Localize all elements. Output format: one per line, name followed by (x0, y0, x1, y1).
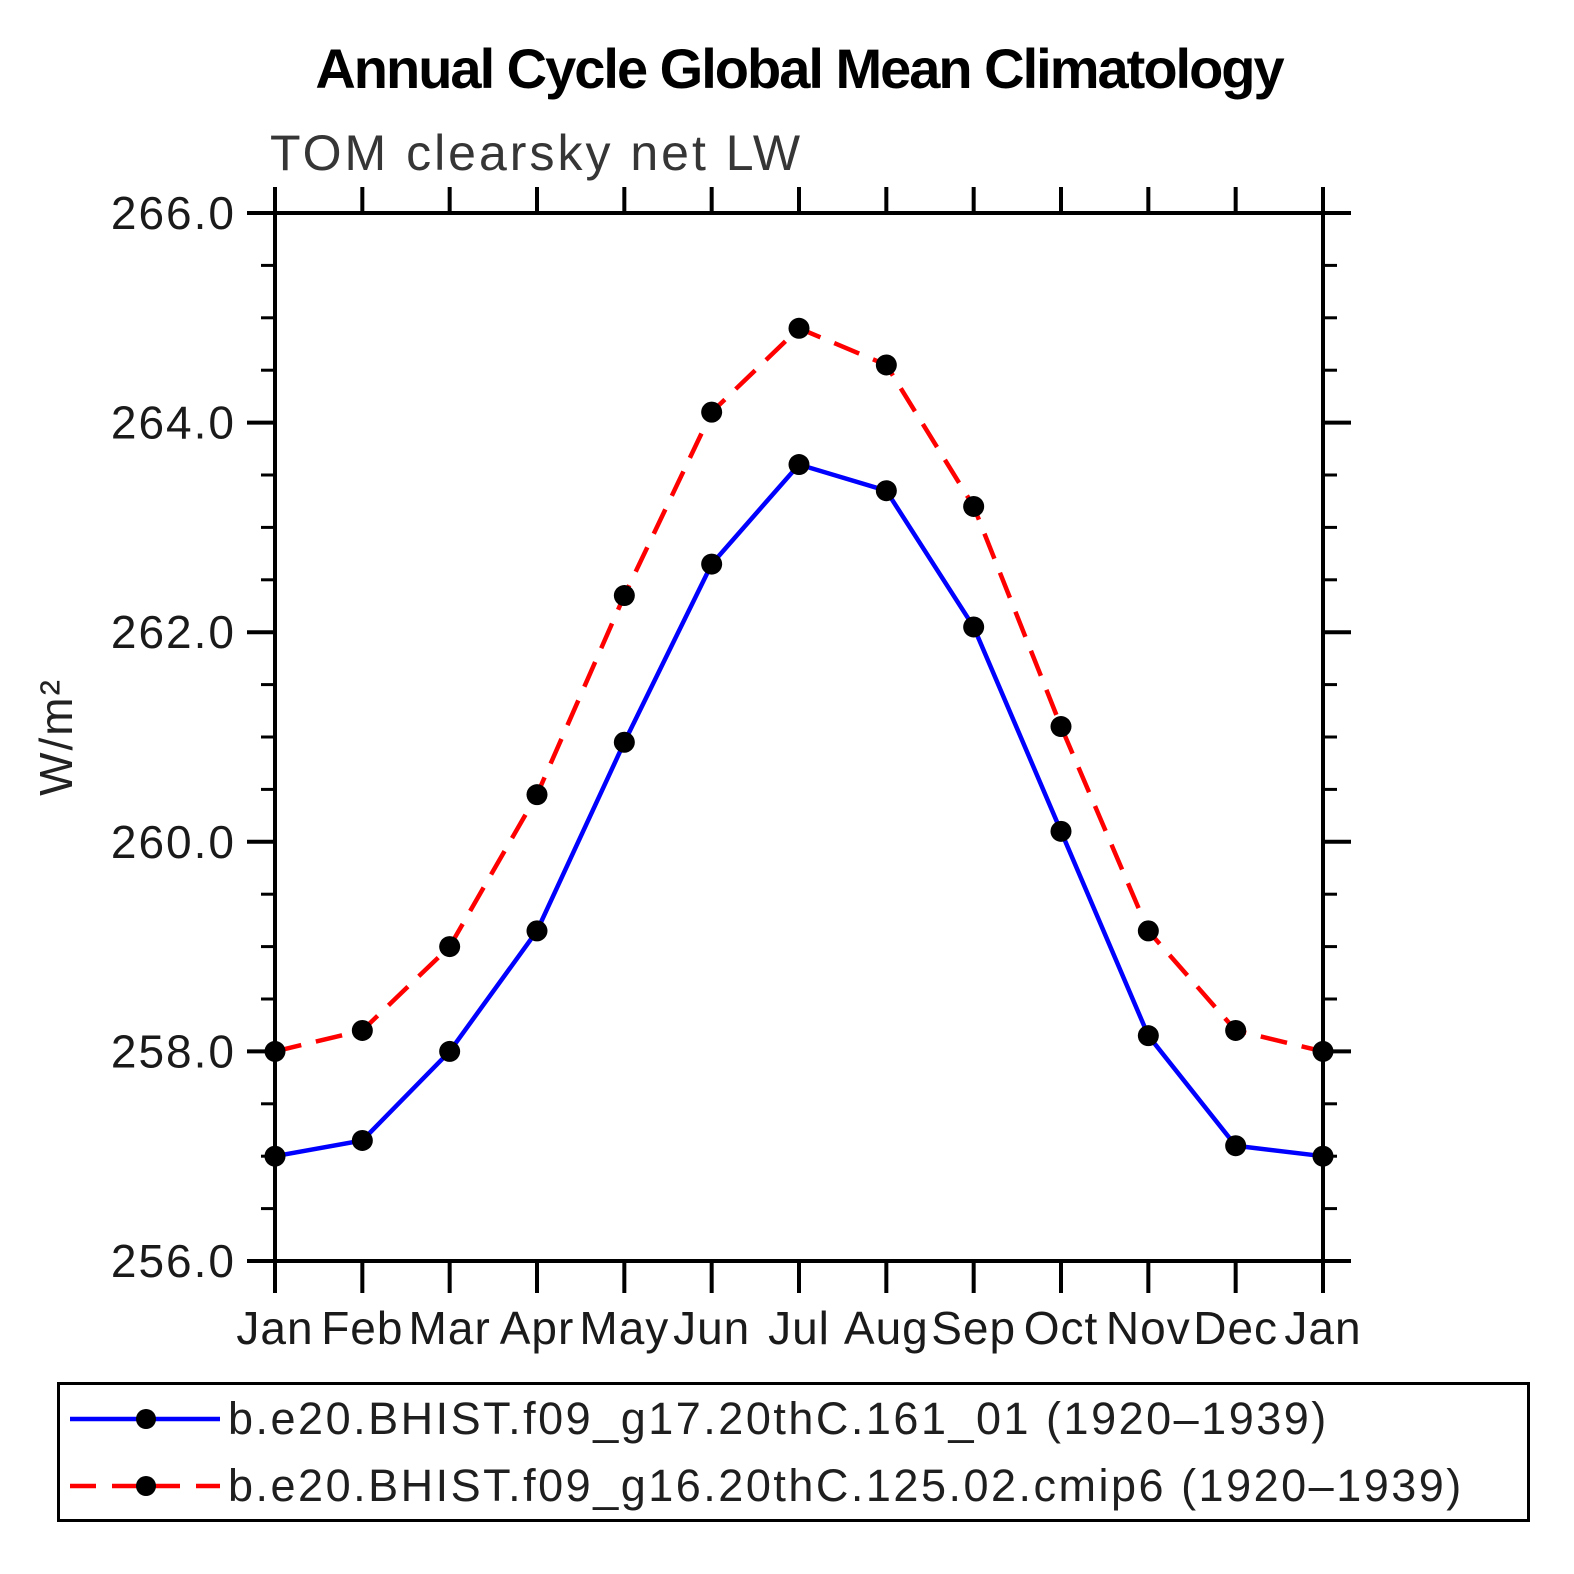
data-point-marker (264, 1040, 286, 1062)
series-path (274, 325, 1324, 1054)
data-point-marker (264, 1145, 286, 1167)
data-point-marker (613, 585, 635, 607)
y-tick-label: 264.0 (111, 397, 236, 449)
data-point-marker (351, 1129, 373, 1151)
data-point-marker (1312, 1040, 1334, 1062)
legend-box: b.e20.BHIST.f09_g17.20thC.161_01 (1920–1… (57, 1382, 1530, 1522)
data-point-marker (875, 354, 897, 376)
x-tick-label: Feb (321, 1302, 403, 1354)
legend-line-sample-dashed (70, 1475, 220, 1496)
data-point-marker (701, 553, 723, 575)
legend-marker-icon (136, 1475, 156, 1496)
legend-item: b.e20.BHIST.f09_g17.20thC.161_01 (1920–1… (60, 1396, 1527, 1441)
x-tick-label: Apr (500, 1302, 575, 1354)
data-point-marker (526, 784, 548, 806)
y-axis-ticks (247, 211, 1351, 1263)
x-tick-label: Mar (409, 1302, 491, 1354)
data-point-marker (963, 495, 985, 517)
data-point-marker (1225, 1135, 1247, 1157)
legend-line-sample-solid (70, 1408, 220, 1429)
y-tick-label: 258.0 (111, 1025, 236, 1077)
x-tick-label: Jan (1284, 1302, 1361, 1354)
x-tick-label: May (579, 1302, 669, 1354)
y-tick-label: 266.0 (111, 187, 236, 239)
data-point-marker (1050, 820, 1072, 842)
data-point-marker (875, 480, 897, 502)
data-point-marker (439, 936, 461, 958)
data-point-marker (613, 731, 635, 753)
data-point-marker (788, 454, 810, 476)
data-point-marker (788, 317, 810, 339)
y-tick-label: 260.0 (111, 816, 236, 868)
x-axis-ticks (273, 187, 1325, 1293)
data-point-marker (1225, 1019, 1247, 1041)
x-axis-tick-labels: Jan Feb Mar Apr May Jun Jul Aug Sep Oct Nov Dec Jan (236, 1302, 1361, 1354)
series-markers-0 (264, 454, 1334, 1167)
series-line-1 (274, 325, 1324, 1054)
y-tick-label: 256.0 (111, 1235, 236, 1287)
series-line-0 (274, 461, 1324, 1159)
x-tick-label: Sep (931, 1302, 1016, 1354)
data-point-marker (439, 1040, 461, 1062)
data-point-marker (1137, 1025, 1159, 1047)
x-tick-label: Oct (1024, 1302, 1099, 1354)
data-point-marker (1137, 920, 1159, 942)
legend-label: b.e20.BHIST.f09_g16.20thC.125.02.cmip6 (… (228, 1460, 1464, 1511)
data-point-marker (1312, 1145, 1334, 1167)
data-point-marker (963, 616, 985, 638)
legend-item: b.e20.BHIST.f09_g16.20thC.125.02.cmip6 (… (60, 1463, 1527, 1508)
legend-marker-icon (136, 1408, 156, 1429)
x-tick-label: Jan (236, 1302, 313, 1354)
series-markers-1 (264, 317, 1334, 1062)
x-tick-label: Jul (768, 1302, 830, 1354)
chart-title: Annual Cycle Global Mean Climatology (315, 37, 1284, 100)
data-point-marker (351, 1019, 373, 1041)
y-axis-tick-labels: 256.0 258.0 260.0 262.0 264.0 266.0 (111, 187, 236, 1287)
x-tick-label: Jun (673, 1302, 750, 1354)
plot-frame (273, 211, 1325, 1263)
y-tick-label: 262.0 (111, 606, 236, 658)
data-point-marker (701, 401, 723, 423)
data-point-marker (526, 920, 548, 942)
chart-subtitle: TOM clearsky net LW (270, 125, 804, 181)
series-path (274, 461, 1324, 1159)
x-tick-label: Nov (1106, 1302, 1191, 1354)
x-tick-label: Dec (1193, 1302, 1278, 1354)
x-tick-label: Aug (844, 1302, 929, 1354)
legend-label: b.e20.BHIST.f09_g17.20thC.161_01 (1920–1… (228, 1393, 1329, 1444)
data-point-marker (1050, 716, 1072, 738)
